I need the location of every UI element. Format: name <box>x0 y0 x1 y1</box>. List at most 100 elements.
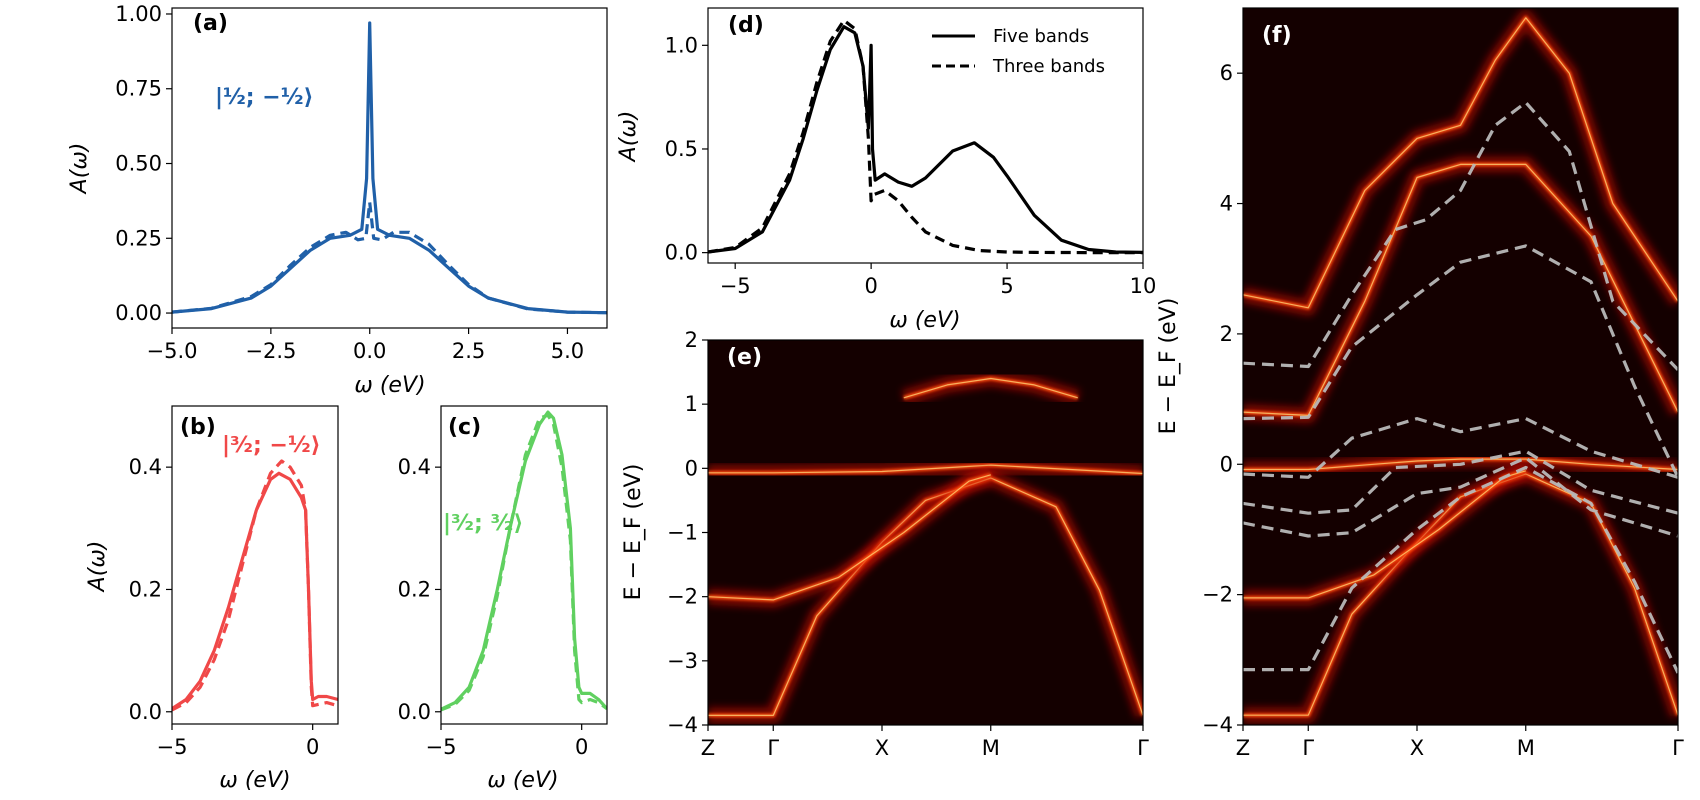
panel-e-ytick-label: −1 <box>667 521 698 545</box>
panel-e-ytick-label: −2 <box>667 585 698 609</box>
panel-b-lines <box>172 459 338 712</box>
panel-b-ytick-label: 0.0 <box>129 700 162 724</box>
panel-c-label: (c) <box>448 415 481 440</box>
panel-d-lines <box>708 18 1143 255</box>
panel-e-label: (e) <box>727 345 762 370</box>
panel-c-xlabel: ω (eV) <box>487 768 558 793</box>
panel-c-xtick-label: −5 <box>426 735 457 759</box>
panel-f-frame <box>1242 7 1679 726</box>
panel-f-ytick-label: 0 <box>1220 452 1233 476</box>
panel-e-kpoint-label: Γ <box>1137 736 1149 760</box>
panel-c-series-five-bands <box>441 410 607 711</box>
panel-e-ytick-label: −4 <box>667 713 698 737</box>
panel-b-series-five-bands <box>172 471 338 711</box>
panel-b-xtick-label: 0 <box>306 735 319 759</box>
legend-five-bands: Five bands <box>993 26 1089 47</box>
panel-a-series-three-bands <box>172 200 607 315</box>
panel-e-band-core <box>903 377 1078 399</box>
panel-a-ytick-label: 0.25 <box>115 226 162 250</box>
panel-a-label: (a) <box>193 11 228 36</box>
panel-d-xtick-label: 0 <box>864 274 877 298</box>
panel-d-legend: Five bands Three bands <box>932 26 1105 77</box>
panel-f: Z Γ X M Γ −4 −2 0 2 4 6 (f) E − E_F (eV) <box>1156 7 1684 760</box>
panel-a-ytick-label: 1.00 <box>115 2 162 26</box>
panel-f-dft-band <box>1243 100 1678 371</box>
panel-d-xlabel: ω (eV) <box>889 308 960 333</box>
panel-f-band-core <box>1243 473 1678 716</box>
panel-d-xtick-label: −5 <box>720 274 751 298</box>
panel-e-band-core <box>708 477 1143 717</box>
panel-f-dft-band <box>1243 244 1678 478</box>
panel-f-ylabel: E − E_F (eV) <box>1156 298 1181 435</box>
panel-d-ticks: −5 0 5 10 0.0 0.5 1.0 <box>665 33 1157 298</box>
panel-a-xlabel: ω (eV) <box>354 373 425 398</box>
panel-d-xtick-label: 5 <box>1000 274 1013 298</box>
panel-f-ticks: Z Γ X M Γ −4 −2 0 2 4 6 <box>1202 61 1684 760</box>
panel-f-ytick-label: 6 <box>1220 61 1233 85</box>
panel-b-ytick-label: 0.4 <box>129 455 162 479</box>
panel-c: −5 0 0.0 0.2 0.4 (c) |³⁄₂; ³⁄₂⟩ ω (eV) <box>398 405 608 793</box>
panel-b-xlabel: ω (eV) <box>219 768 290 793</box>
panel-f-bands <box>1243 9 1678 724</box>
panel-b-ytick-label: 0.2 <box>129 577 162 601</box>
panel-f-dft-band <box>1243 417 1678 479</box>
panel-d-series-three-bands <box>708 18 1143 255</box>
panel-b-label: (b) <box>180 415 216 440</box>
panel-a-xtick-label: 2.5 <box>452 339 485 363</box>
panel-c-xtick-label: 0 <box>575 735 588 759</box>
panel-f-kpoint-label: Z <box>1236 736 1250 760</box>
panel-d-ytick-label: 1.0 <box>665 33 698 57</box>
panel-f-kpoint-label: Γ <box>1672 736 1684 760</box>
panel-c-ytick-label: 0.0 <box>398 700 431 724</box>
panel-b-state-annotation: |³⁄₂; −½⟩ <box>222 433 321 458</box>
panel-e-band-core <box>708 474 991 601</box>
panel-e-kpoint-label: M <box>982 736 1000 760</box>
panel-a-series-five-bands <box>172 21 607 315</box>
panel-b-xtick-label: −5 <box>157 735 188 759</box>
panel-e-ytick-label: 1 <box>685 392 698 416</box>
panel-a-ytick-label: 0.00 <box>115 301 162 325</box>
panel-e-ytick-label: 2 <box>685 328 698 352</box>
panel-a-ylabel: A(ω) <box>67 143 92 196</box>
panel-a-state-annotation: |½; −½⟩ <box>215 85 314 110</box>
panel-c-series-three-bands <box>441 413 607 712</box>
panel-f-label: (f) <box>1262 23 1292 48</box>
panel-d-ytick-label: 0.5 <box>665 137 698 161</box>
panel-d-label: (d) <box>728 13 764 38</box>
panel-c-ytick-label: 0.2 <box>398 577 431 601</box>
panel-a-xtick-label: 0.0 <box>353 339 386 363</box>
legend-three-bands: Three bands <box>992 56 1105 77</box>
panel-a-ticks: −5.0 −2.5 0.0 2.5 5.0 0.00 0.25 0.50 0.75 1.00 <box>115 2 584 363</box>
panel-b-ylabel: A(ω) <box>85 541 110 594</box>
panel-c-ticks: −5 0 0.0 0.2 0.4 <box>398 455 589 759</box>
panel-a-ytick-label: 0.75 <box>115 77 162 101</box>
panel-f-dft-band <box>1243 465 1678 674</box>
panel-d-ytick-label: 0.0 <box>665 241 698 265</box>
panel-a-xtick-label: 5.0 <box>551 339 584 363</box>
panel-e-ytick-label: 0 <box>685 456 698 480</box>
panel-a-xtick-label: −2.5 <box>245 339 296 363</box>
panel-a-xtick-label: −5.0 <box>147 339 198 363</box>
panel-f-ytick-label: −2 <box>1202 583 1233 607</box>
panel-c-frame <box>440 405 608 725</box>
panel-f-ytick-label: 4 <box>1220 192 1233 216</box>
panel-a-ytick-label: 0.50 <box>115 152 162 176</box>
panel-e-kpoint-label: Z <box>701 736 715 760</box>
panel-f-dft-band <box>1243 456 1678 538</box>
panel-d-frame <box>707 7 1144 264</box>
panel-f-kpoint-label: Γ <box>1302 736 1314 760</box>
panel-e: Z Γ X M Γ −4 −3 −2 −1 0 1 2 (e) E − E_F (eV) <box>621 328 1149 760</box>
panel-d: −5 0 5 10 0.0 0.5 1.0 (d) Five bands Three ban… <box>616 7 1157 333</box>
panel-c-lines <box>441 410 607 712</box>
panel-a-lines <box>172 21 607 315</box>
panel-e-kpoint-label: X <box>875 736 889 760</box>
panel-b-frame <box>171 405 339 725</box>
panel-e-ylabel: E − E_F (eV) <box>621 464 646 601</box>
panel-f-band-core <box>1243 163 1678 416</box>
panel-f-dft-band <box>1243 449 1678 515</box>
panel-f-band-core <box>1243 17 1678 309</box>
panel-d-xtick-label: 10 <box>1130 274 1157 298</box>
panel-b-series-three-bands <box>172 459 338 712</box>
panel-d-series-five-bands <box>708 25 1143 254</box>
